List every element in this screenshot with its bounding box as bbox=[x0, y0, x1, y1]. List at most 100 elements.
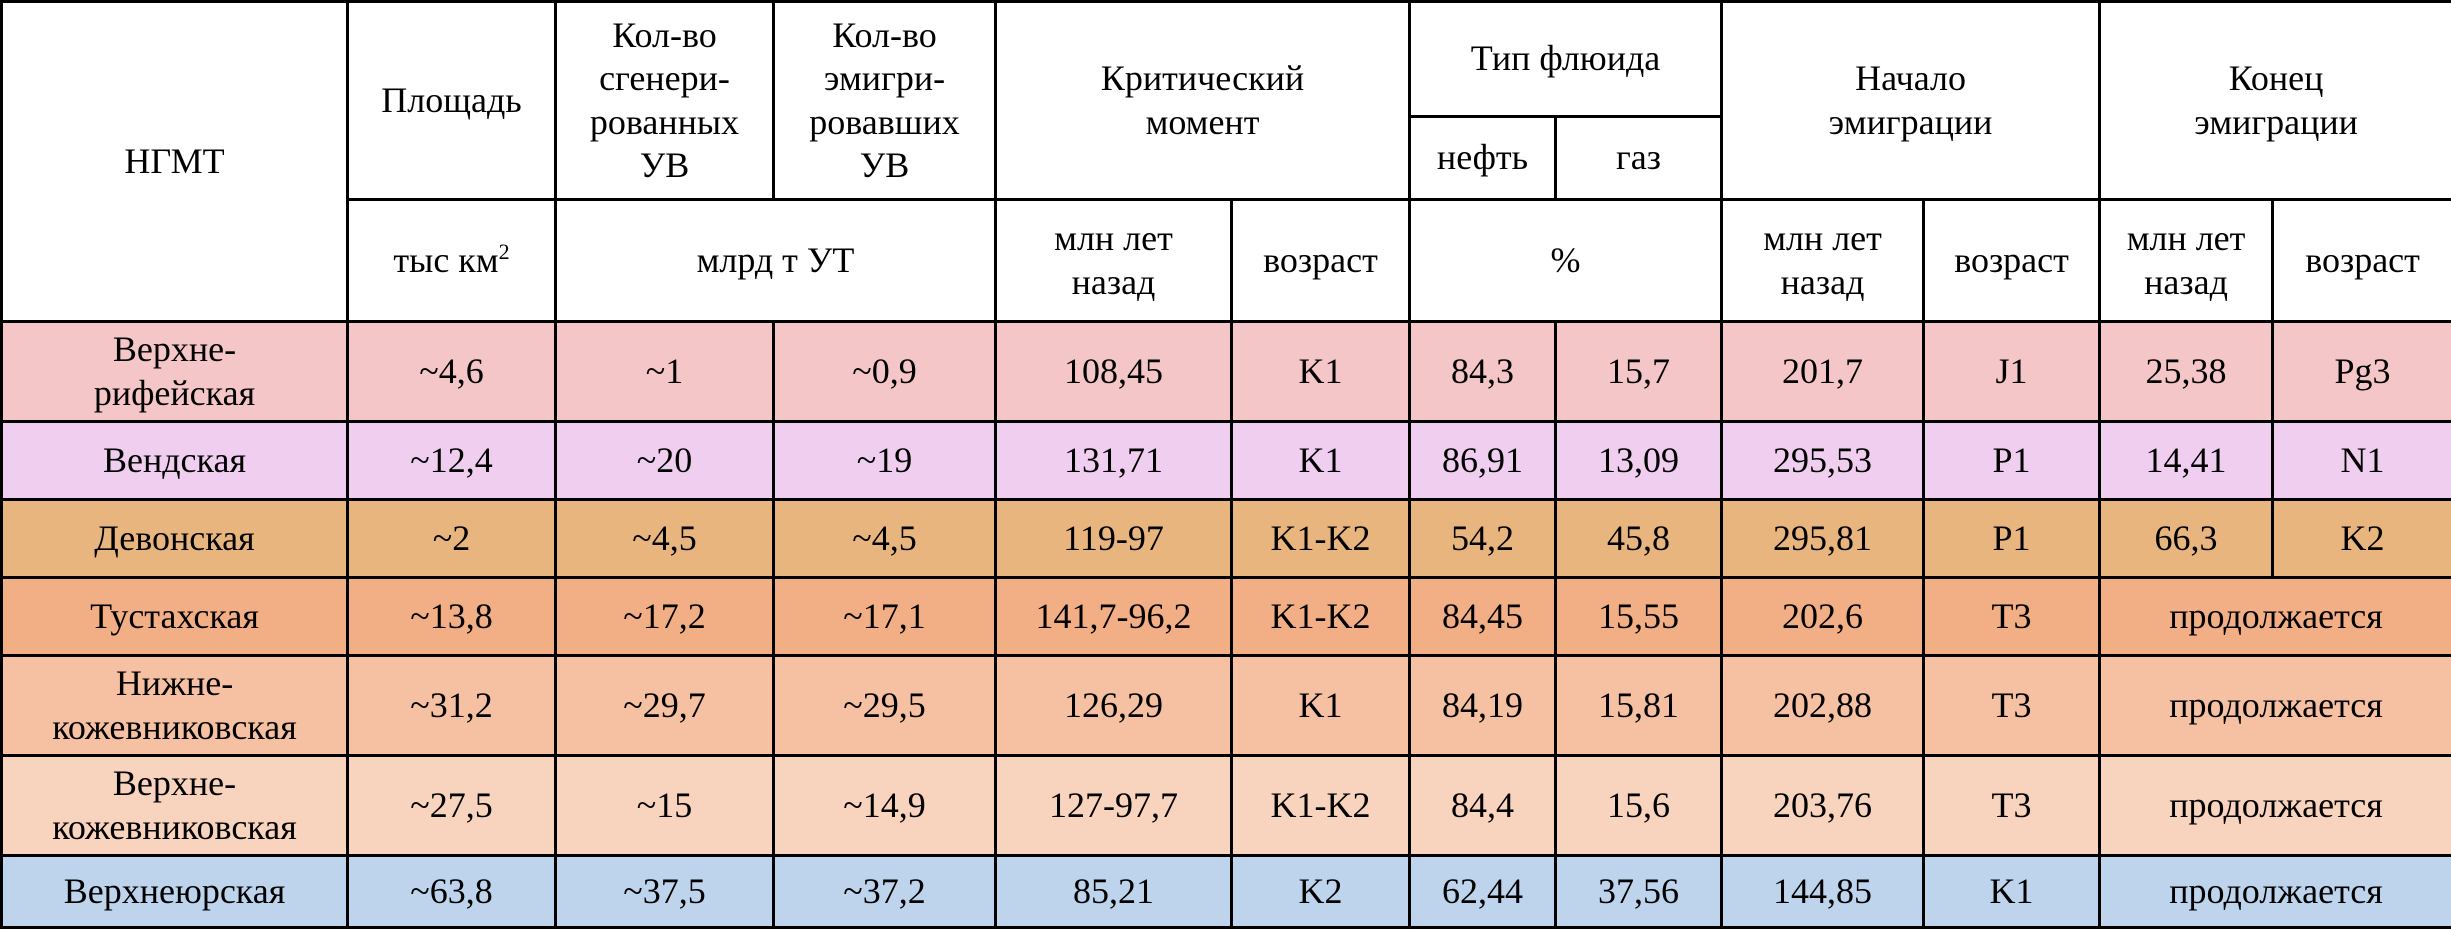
cell-start-age: T3 bbox=[1924, 656, 2100, 756]
cell-critical-age: K1-K2 bbox=[1232, 500, 1410, 578]
cell-generated: ~4,5 bbox=[556, 500, 774, 578]
table-row: Верхне- рифейская ~4,6 ~1 ~0,9 108,45 K1… bbox=[2, 322, 2451, 422]
header-end-mya: млн лет назад bbox=[2100, 200, 2273, 322]
header-emigration-start: Начало эмиграции bbox=[1722, 2, 2100, 200]
cell-critical-mya: 126,29 bbox=[996, 656, 1232, 756]
cell-name: Верхне- кожевниковская bbox=[2, 756, 348, 856]
cell-critical-mya: 85,21 bbox=[996, 856, 1232, 928]
cell-critical-age: K1-K2 bbox=[1232, 756, 1410, 856]
cell-area: ~31,2 bbox=[348, 656, 556, 756]
cell-area: ~4,6 bbox=[348, 322, 556, 422]
cell-area: ~12,4 bbox=[348, 422, 556, 500]
cell-gas: 45,8 bbox=[1556, 500, 1722, 578]
cell-end-mya: 14,41 bbox=[2100, 422, 2273, 500]
cell-generated: ~17,2 bbox=[556, 578, 774, 656]
cell-start-mya: 201,7 bbox=[1722, 322, 1924, 422]
cell-oil: 54,2 bbox=[1410, 500, 1556, 578]
cell-end-age: K2 bbox=[2273, 500, 2451, 578]
cell-critical-age: K2 bbox=[1232, 856, 1410, 928]
header-generated: Кол-во сгенери- рованных УВ bbox=[556, 2, 774, 200]
cell-emigrated: ~17,1 bbox=[774, 578, 996, 656]
cell-emigrated: ~19 bbox=[774, 422, 996, 500]
cell-gas: 15,6 bbox=[1556, 756, 1722, 856]
cell-oil: 62,44 bbox=[1410, 856, 1556, 928]
cell-critical-age: K1-K2 bbox=[1232, 578, 1410, 656]
header-start-mya: млн лет назад bbox=[1722, 200, 1924, 322]
cell-critical-mya: 131,71 bbox=[996, 422, 1232, 500]
header-critical-moment: Критический момент bbox=[996, 2, 1410, 200]
cell-start-age: J1 bbox=[1924, 322, 2100, 422]
cell-start-age: T3 bbox=[1924, 756, 2100, 856]
cell-start-mya: 144,85 bbox=[1722, 856, 1924, 928]
cell-generated: ~1 bbox=[556, 322, 774, 422]
header-volume-unit: млрд т УТ bbox=[556, 200, 996, 322]
cell-gas: 15,81 bbox=[1556, 656, 1722, 756]
cell-end-continuing: продолжается bbox=[2100, 656, 2451, 756]
cell-generated: ~20 bbox=[556, 422, 774, 500]
cell-gas: 15,7 bbox=[1556, 322, 1722, 422]
cell-start-age: P1 bbox=[1924, 422, 2100, 500]
area-unit-text: тыс км bbox=[393, 240, 498, 280]
header-end-age: возраст bbox=[2273, 200, 2451, 322]
cell-start-age: P1 bbox=[1924, 500, 2100, 578]
table-row: Верхнеюрская ~63,8 ~37,5 ~37,2 85,21 K2 … bbox=[2, 856, 2451, 928]
cell-end-age: N1 bbox=[2273, 422, 2451, 500]
cell-name: Тустахская bbox=[2, 578, 348, 656]
cell-oil: 84,4 bbox=[1410, 756, 1556, 856]
cell-end-continuing: продолжается bbox=[2100, 756, 2451, 856]
cell-start-mya: 295,81 bbox=[1722, 500, 1924, 578]
cell-generated: ~37,5 bbox=[556, 856, 774, 928]
header-gas: газ bbox=[1556, 117, 1722, 200]
area-unit-superscript: 2 bbox=[499, 239, 510, 264]
cell-area: ~63,8 bbox=[348, 856, 556, 928]
cell-end-mya: 25,38 bbox=[2100, 322, 2273, 422]
cell-oil: 84,19 bbox=[1410, 656, 1556, 756]
cell-name: Верхне- рифейская bbox=[2, 322, 348, 422]
cell-emigrated: ~4,5 bbox=[774, 500, 996, 578]
cell-critical-mya: 127-97,7 bbox=[996, 756, 1232, 856]
header-oil: нефть bbox=[1410, 117, 1556, 200]
header-percent: % bbox=[1410, 200, 1722, 322]
header-fluid-type: Тип флюида bbox=[1410, 2, 1722, 117]
cell-name: Нижне- кожевниковская bbox=[2, 656, 348, 756]
cell-end-continuing: продолжается bbox=[2100, 578, 2451, 656]
table-row: Вендская ~12,4 ~20 ~19 131,71 K1 86,91 1… bbox=[2, 422, 2451, 500]
table-row: Девонская ~2 ~4,5 ~4,5 119-97 K1-K2 54,2… bbox=[2, 500, 2451, 578]
header-ngmt: НГМТ bbox=[2, 2, 348, 322]
cell-emigrated: ~0,9 bbox=[774, 322, 996, 422]
cell-start-age: T3 bbox=[1924, 578, 2100, 656]
cell-start-age: K1 bbox=[1924, 856, 2100, 928]
cell-gas: 13,09 bbox=[1556, 422, 1722, 500]
table-row: Верхне- кожевниковская ~27,5 ~15 ~14,9 1… bbox=[2, 756, 2451, 856]
cell-start-mya: 202,6 bbox=[1722, 578, 1924, 656]
header-critical-mya: млн лет назад bbox=[996, 200, 1232, 322]
header-start-age: возраст bbox=[1924, 200, 2100, 322]
header-area: Площадь bbox=[348, 2, 556, 200]
header-emigrated: Кол-во эмигри- ровавших УВ bbox=[774, 2, 996, 200]
cell-oil: 86,91 bbox=[1410, 422, 1556, 500]
cell-start-mya: 203,76 bbox=[1722, 756, 1924, 856]
table-row: Нижне- кожевниковская ~31,2 ~29,7 ~29,5 … bbox=[2, 656, 2451, 756]
header-critical-age: возраст bbox=[1232, 200, 1410, 322]
cell-emigrated: ~37,2 bbox=[774, 856, 996, 928]
cell-gas: 37,56 bbox=[1556, 856, 1722, 928]
cell-area: ~27,5 bbox=[348, 756, 556, 856]
header-area-unit: тыс км2 bbox=[348, 200, 556, 322]
cell-critical-mya: 119-97 bbox=[996, 500, 1232, 578]
cell-oil: 84,3 bbox=[1410, 322, 1556, 422]
cell-generated: ~15 bbox=[556, 756, 774, 856]
cell-start-mya: 295,53 bbox=[1722, 422, 1924, 500]
cell-critical-age: K1 bbox=[1232, 322, 1410, 422]
cell-gas: 15,55 bbox=[1556, 578, 1722, 656]
cell-generated: ~29,7 bbox=[556, 656, 774, 756]
cell-name: Девонская bbox=[2, 500, 348, 578]
cell-area: ~2 bbox=[348, 500, 556, 578]
cell-name: Вендская bbox=[2, 422, 348, 500]
cell-name: Верхнеюрская bbox=[2, 856, 348, 928]
header-emigration-end: Конец эмиграции bbox=[2100, 2, 2451, 200]
cell-end-mya: 66,3 bbox=[2100, 500, 2273, 578]
cell-critical-age: K1 bbox=[1232, 656, 1410, 756]
cell-end-age: Pg3 bbox=[2273, 322, 2451, 422]
cell-oil: 84,45 bbox=[1410, 578, 1556, 656]
